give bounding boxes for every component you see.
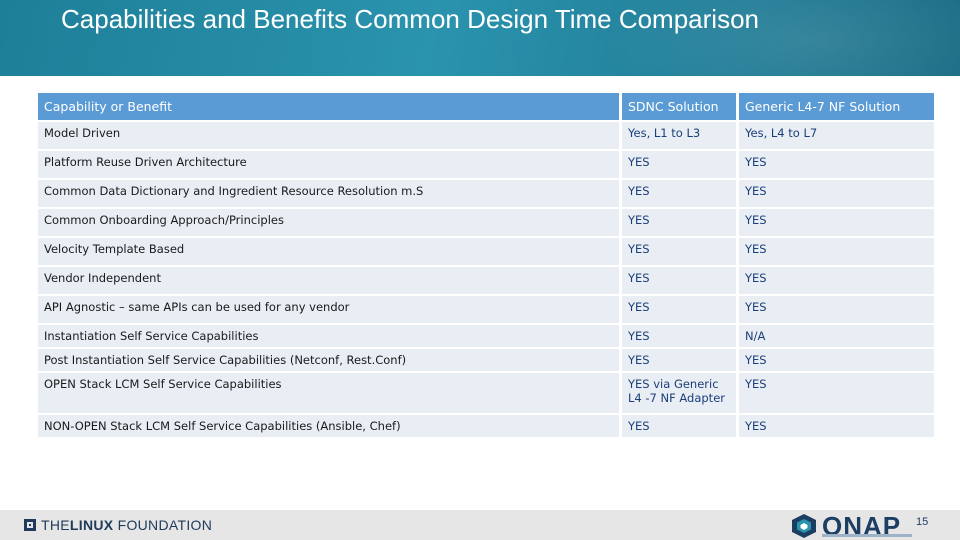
sdnc-cell: YES <box>619 151 736 178</box>
table-row: Common Data Dictionary and Ingredient Re… <box>38 180 934 207</box>
generic-cell: YES <box>736 296 934 323</box>
generic-cell: N/A <box>736 325 934 347</box>
table-header-row: Capability or Benefit SDNC Solution Gene… <box>38 93 934 120</box>
linux-foundation-logo: THELINUX FOUNDATION <box>24 515 212 535</box>
generic-cell: YES <box>736 373 934 413</box>
table-row: Common Onboarding Approach/Principles YE… <box>38 209 934 236</box>
generic-cell: YES <box>736 151 934 178</box>
generic-cell: YES <box>736 349 934 371</box>
header-generic: Generic L4-7 NF Solution <box>736 93 934 120</box>
sdnc-cell: YES <box>619 180 736 207</box>
page-number: 15 <box>916 516 929 528</box>
capability-cell: Instantiation Self Service Capabilities <box>38 325 619 347</box>
capability-cell: NON-OPEN Stack LCM Self Service Capabili… <box>38 415 619 437</box>
generic-cell: Yes, L4 to L7 <box>736 122 934 149</box>
generic-cell: YES <box>736 415 934 437</box>
table-row: OPEN Stack LCM Self Service Capabilities… <box>38 373 934 413</box>
generic-cell: YES <box>736 238 934 265</box>
title-banner: Capabilities and Benefits Common Design … <box>0 0 960 76</box>
sdnc-cell: YES <box>619 349 736 371</box>
sdnc-cell: YES <box>619 296 736 323</box>
sdnc-cell: Yes, L1 to L3 <box>619 122 736 149</box>
capability-cell: Platform Reuse Driven Architecture <box>38 151 619 178</box>
sdnc-cell: YES <box>619 238 736 265</box>
capability-cell: API Agnostic – same APIs can be used for… <box>38 296 619 323</box>
table-row: Instantiation Self Service Capabilities … <box>38 325 934 347</box>
capability-cell: Post Instantiation Self Service Capabili… <box>38 349 619 371</box>
sdnc-cell: YES <box>619 267 736 294</box>
header-capability: Capability or Benefit <box>38 93 619 120</box>
generic-cell: YES <box>736 180 934 207</box>
table-row: NON-OPEN Stack LCM Self Service Capabili… <box>38 415 934 437</box>
table-row: Platform Reuse Driven Architecture YES Y… <box>38 151 934 178</box>
onap-tagline-bar <box>822 534 912 537</box>
table-row: Velocity Template Based YES YES <box>38 238 934 265</box>
generic-cell: YES <box>736 267 934 294</box>
capability-cell: Vendor Independent <box>38 267 619 294</box>
capability-cell: Velocity Template Based <box>38 238 619 265</box>
linux-foundation-mark-icon <box>24 519 36 531</box>
sdnc-cell: YES <box>619 415 736 437</box>
table-row: Post Instantiation Self Service Capabili… <box>38 349 934 371</box>
comparison-table: Capability or Benefit SDNC Solution Gene… <box>38 91 934 439</box>
capability-cell: Common Data Dictionary and Ingredient Re… <box>38 180 619 207</box>
linux-foundation-wordmark: THELINUX FOUNDATION <box>41 517 213 533</box>
sdnc-cell: YES <box>619 325 736 347</box>
header-sdnc: SDNC Solution <box>619 93 736 120</box>
capability-cell: OPEN Stack LCM Self Service Capabilities <box>38 373 619 413</box>
sdnc-cell: YES <box>619 209 736 236</box>
capability-cell: Common Onboarding Approach/Principles <box>38 209 619 236</box>
capability-cell: Model Driven <box>38 122 619 149</box>
table-row: Vendor Independent YES YES <box>38 267 934 294</box>
table-row: Model Driven Yes, L1 to L3 Yes, L4 to L7 <box>38 122 934 149</box>
table-row: API Agnostic – same APIs can be used for… <box>38 296 934 323</box>
onap-cube-icon <box>792 514 816 538</box>
slide-title: Capabilities and Benefits Common Design … <box>61 4 759 34</box>
generic-cell: YES <box>736 209 934 236</box>
sdnc-cell: YES via Generic L4 -7 NF Adapter <box>619 373 736 413</box>
